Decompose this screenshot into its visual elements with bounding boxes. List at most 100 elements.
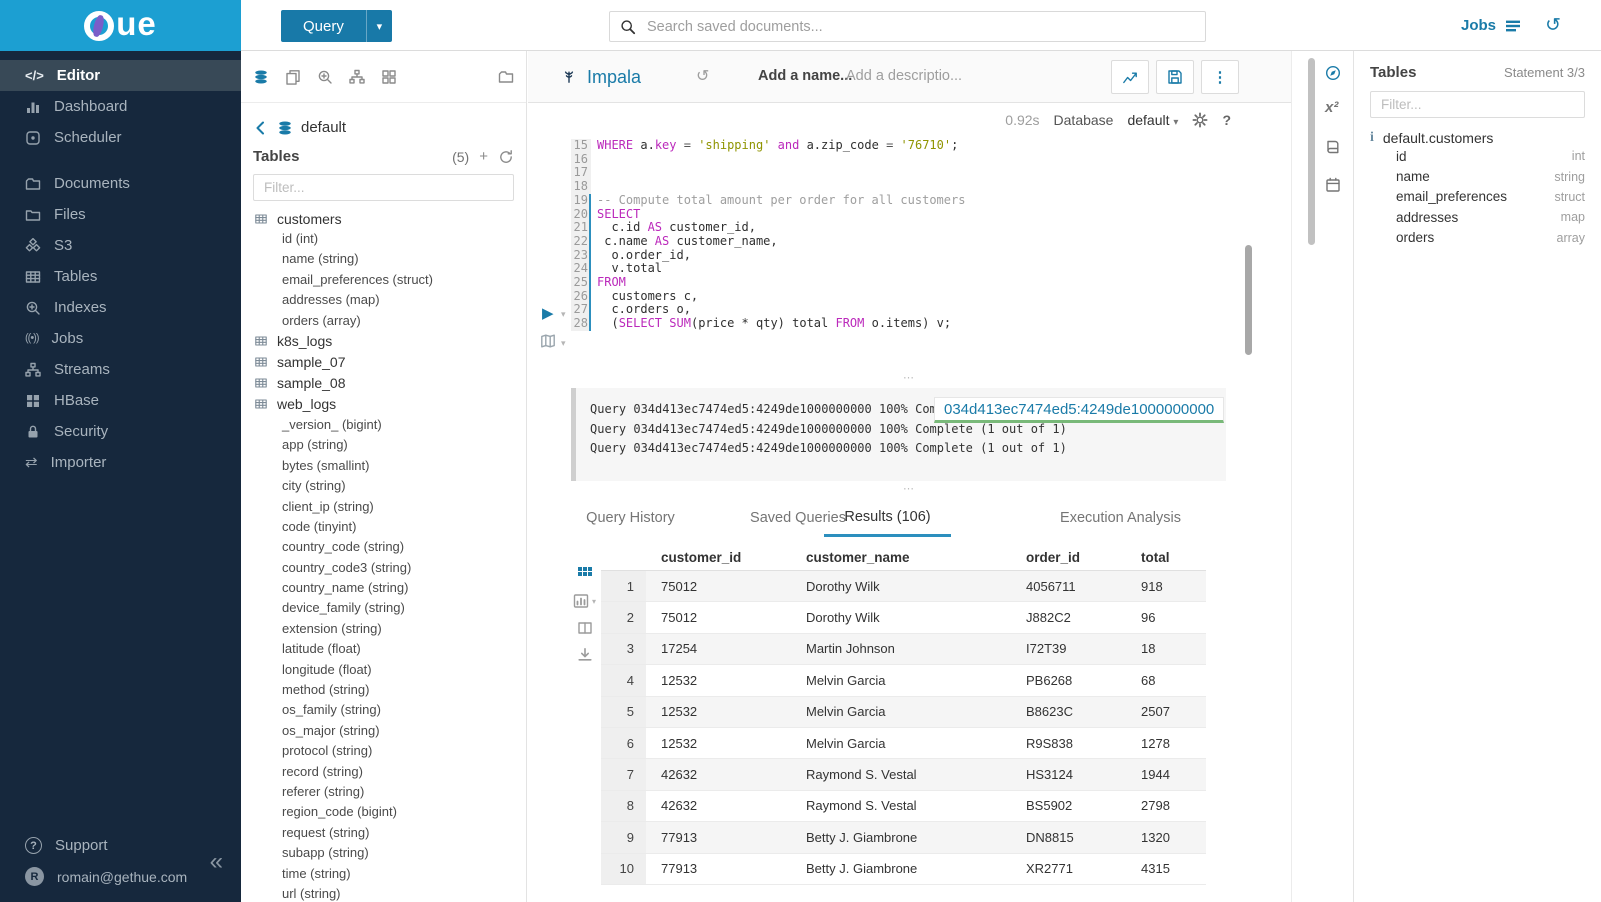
sidebar-item-documents[interactable]: Documents <box>0 168 241 199</box>
tree-column[interactable]: url (string) <box>282 885 341 901</box>
query-button-label[interactable]: Query <box>303 17 344 35</box>
code-line[interactable]: 21 c.id AS customer_id, <box>528 220 965 235</box>
language-reference-icon[interactable] <box>1325 139 1341 155</box>
jobs-link[interactable]: Jobs <box>1461 0 1521 51</box>
databases-icon[interactable] <box>253 69 269 85</box>
tree-column[interactable]: code (tinyint) <box>282 518 357 534</box>
tree-column[interactable]: protocol (string) <box>282 743 373 759</box>
tab-saved-queries[interactable]: Saved Queries <box>750 510 846 526</box>
panel-column-orders[interactable]: orders array <box>1370 228 1585 248</box>
code-line[interactable]: 18 <box>528 179 965 194</box>
assist-filter-input[interactable] <box>262 179 505 196</box>
resize-handle-bottom[interactable]: ⋯ <box>903 483 916 495</box>
tree-column[interactable]: method (string) <box>282 682 370 698</box>
new-query-button[interactable]: Query ▾ <box>281 10 392 42</box>
tree-column[interactable]: bytes (smallint) <box>282 457 370 473</box>
sidebar-item-security[interactable]: Security <box>0 416 241 447</box>
query-name-field[interactable]: Add a name... <box>758 68 853 84</box>
code-line[interactable]: 24 v.total <box>528 261 965 277</box>
sql-editor[interactable]: 15 WHERE a.key = 'shipping' and a.zip_cod… <box>528 138 965 331</box>
engine-tab-impala[interactable]: Impala <box>561 51 641 103</box>
code-line[interactable]: 28 (SELECT SUM(price * qty) total FROM o… <box>528 316 965 331</box>
column-header-customer_id[interactable]: customer_id <box>661 550 742 565</box>
sidebar-item-tables[interactable]: Tables <box>0 261 241 292</box>
back-icon[interactable] <box>253 120 269 136</box>
folder-icon[interactable] <box>498 69 514 85</box>
support-link[interactable]: ? Support <box>0 830 241 861</box>
table-row[interactable]: 5 12532 Melvin Garcia B8623C 2507 <box>601 696 1206 728</box>
tree-column[interactable]: city (string) <box>282 478 346 494</box>
panel-column-id[interactable]: id int <box>1370 146 1585 166</box>
tree-column[interactable]: email_preferences (struct) <box>282 271 433 287</box>
code-line[interactable]: 22 c.name AS customer_name, <box>528 234 965 249</box>
global-search[interactable] <box>609 11 1206 42</box>
execute-options-caret-icon[interactable]: ▾ <box>561 309 566 319</box>
grid-view-icon[interactable] <box>573 566 596 582</box>
code-line[interactable]: 25 FROM <box>528 275 965 290</box>
tree-column[interactable]: region_code (bigint) <box>282 804 397 820</box>
tab-query-history[interactable]: Query History <box>586 510 675 526</box>
save-button[interactable] <box>1156 60 1194 94</box>
functions-icon[interactable]: x² <box>1325 99 1339 116</box>
table-row[interactable]: 8 42632 Raymond S. Vestal BS5902 2798 <box>601 790 1206 823</box>
code-line[interactable]: 27 c.orders o, <box>528 303 965 318</box>
tree-column[interactable]: id (int) <box>282 231 319 246</box>
tree-column[interactable]: orders (array) <box>282 312 361 328</box>
download-icon[interactable] <box>573 647 596 663</box>
tree-column[interactable]: request (string) <box>282 824 370 840</box>
query-dropdown-caret-icon[interactable]: ▾ <box>365 10 392 42</box>
table-row[interactable]: 6 12532 Melvin Garcia R9S838 1278 <box>601 727 1206 760</box>
add-table-icon[interactable]: + <box>479 148 488 165</box>
documents-assist-icon[interactable] <box>285 69 301 85</box>
tree-column[interactable]: client_ip (string) <box>282 498 374 514</box>
refresh-icon[interactable] <box>498 149 514 165</box>
code-line[interactable]: 19 -- Compute total amount per order for … <box>528 193 965 208</box>
more-actions-button[interactable]: ⋮ <box>1201 60 1239 94</box>
table-row[interactable]: 4 12532 Melvin Garcia PB6268 68 <box>601 665 1206 697</box>
table-row[interactable]: 1 75012 Dorothy Wilk 4056711 918 <box>601 571 1206 603</box>
tree-column[interactable]: os_family (string) <box>282 702 381 718</box>
history-icon[interactable]: ↺ <box>1545 15 1561 36</box>
query-description-field[interactable]: Add a descriptio... <box>846 68 963 84</box>
hue-logo[interactable]: ue <box>0 0 241 51</box>
tree-table-customers[interactable]: customers <box>253 208 526 229</box>
tree-column[interactable]: addresses (map) <box>282 292 380 308</box>
right-panel-filter[interactable] <box>1370 91 1585 118</box>
tree-column[interactable]: _version_ (bigint) <box>282 416 382 432</box>
tree-column[interactable]: record (string) <box>282 763 363 779</box>
panel-column-addresses[interactable]: addresses map <box>1370 207 1585 227</box>
columns-icon[interactable] <box>573 620 596 636</box>
sidebar-item-s3[interactable]: S3 <box>0 230 241 261</box>
tree-column[interactable]: country_code (string) <box>282 539 405 555</box>
tree-column[interactable]: os_major (string) <box>282 722 380 738</box>
tree-column[interactable]: longitude (float) <box>282 661 372 677</box>
tree-column[interactable]: country_code3 (string) <box>282 559 412 575</box>
sidebar-item-editor[interactable]: </> Editor <box>0 60 241 91</box>
code-line[interactable]: 23 o.order_id, <box>528 248 965 263</box>
tree-table-sample_07[interactable]: sample_07 <box>253 352 526 373</box>
table-row[interactable]: 10 77913 Betty J. Giambrone XR2771 4315 <box>601 853 1206 885</box>
search-input[interactable] <box>645 17 1195 36</box>
sidebar-item-scheduler[interactable]: Scheduler <box>0 122 241 153</box>
database-selector[interactable]: default ▾ <box>1127 112 1179 128</box>
table-row[interactable]: 7 42632 Raymond S. Vestal HS3124 1944 <box>601 759 1206 791</box>
sitemap-assist-icon[interactable] <box>349 69 365 85</box>
tree-column[interactable]: country_name (string) <box>282 580 409 596</box>
assist-compass-icon[interactable] <box>1325 65 1341 81</box>
tree-column[interactable]: extension (string) <box>282 620 382 636</box>
sidebar-item-hbase[interactable]: HBase <box>0 385 241 416</box>
editor-scrollbar[interactable] <box>1245 245 1252 355</box>
chart-view-icon[interactable] <box>573 593 589 609</box>
tree-column[interactable]: referer (string) <box>282 783 365 799</box>
tab-execution-analysis[interactable]: Execution Analysis <box>1060 510 1181 526</box>
column-header-order_id[interactable]: order_id <box>1026 550 1081 565</box>
active-table[interactable]: i default.customers <box>1370 130 1585 146</box>
tree-column[interactable]: subapp (string) <box>282 845 369 861</box>
tree-table-k8s_logs[interactable]: k8s_logs <box>253 331 526 352</box>
collapse-sidebar-button[interactable]: « <box>209 848 223 875</box>
query-history-icon[interactable]: ↺ <box>696 68 710 85</box>
database-name[interactable]: default <box>301 119 347 136</box>
execute-play-button[interactable]: ▶ <box>542 305 554 322</box>
tree-column[interactable]: latitude (float) <box>282 641 361 657</box>
tree-table-web_logs[interactable]: web_logs <box>253 394 526 415</box>
